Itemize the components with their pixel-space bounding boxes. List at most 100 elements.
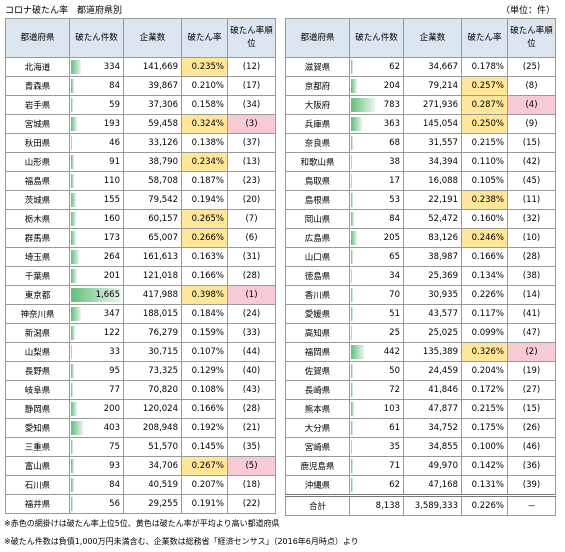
cell-text: 高知県 (304, 329, 331, 339)
row: 香川県 70 30,935 0.226% (14) (285, 285, 556, 305)
cell: 77 (69, 380, 124, 400)
row: 滋賀県 62 34,667 0.178% (25) (285, 57, 556, 77)
data-bar (71, 269, 78, 283)
cell: (15) (507, 133, 556, 153)
data-bar (71, 136, 73, 150)
data-bar (351, 345, 365, 359)
cell-text: 鳥取県 (304, 177, 331, 187)
cell-text: 61 (389, 423, 400, 433)
cell: 0.267% (181, 456, 228, 476)
data-bar (351, 440, 353, 454)
cell-text: 沖縄県 (304, 481, 331, 491)
cell: 24,459 (403, 361, 462, 381)
cell: 新潟県 (5, 323, 70, 343)
cell-text: 0.166% (471, 252, 504, 262)
cell-text: 110 (103, 176, 120, 186)
cell: 49,970 (403, 456, 462, 476)
cell-text: 0.166% (191, 271, 224, 281)
cell: 51 (349, 304, 404, 324)
cell: (32) (507, 209, 556, 229)
cell-text: 34,752 (428, 423, 458, 433)
cell: 0.184% (181, 304, 228, 324)
row: 京都府 204 79,214 0.257% (8) (285, 76, 556, 96)
cell: (38) (507, 266, 556, 286)
cell-text: 34,667 (428, 62, 458, 72)
cell: 84 (69, 475, 124, 495)
cell: 173 (69, 228, 124, 248)
row: 和歌山県 38 34,394 0.110% (42) (285, 152, 556, 172)
cell-text: 1,665 (95, 290, 120, 300)
header-row: 都道府県 破たん件数 企業数 破たん率 破たん率順位 (285, 18, 556, 58)
cell-text: 83,126 (428, 233, 458, 243)
cell-text: 40,519 (148, 480, 178, 490)
cell-text: (37) (242, 138, 261, 148)
row: 長崎県 72 41,846 0.172% (27) (285, 380, 556, 400)
cell: 34,706 (123, 456, 182, 476)
row: 福井県 56 29,255 0.191% (22) (5, 494, 276, 514)
row: 佐賀県 50 24,459 0.204% (19) (285, 361, 556, 381)
cell: 38 (349, 152, 404, 172)
data-bar (71, 497, 73, 511)
cell: (44) (227, 342, 276, 362)
cell-text: (14) (522, 290, 541, 300)
cell: (8) (507, 76, 556, 96)
cell: 千葉県 (5, 266, 70, 286)
cell-text: 84 (109, 480, 120, 490)
cell: 30,715 (123, 342, 182, 362)
data-bar (71, 383, 74, 397)
cell-text: (9) (525, 119, 538, 129)
cell-text: (43) (242, 385, 261, 395)
cell-text: 0.158% (191, 100, 224, 110)
cell-text: 0.166% (191, 404, 224, 414)
cell: (4) (507, 95, 556, 115)
row: 三重県 75 51,570 0.145% (35) (5, 437, 276, 457)
cell: 38,987 (403, 247, 462, 267)
cell-text: 0.266% (191, 233, 224, 243)
cell-text: (25) (522, 62, 541, 72)
row: 福岡県 442 135,389 0.326% (2) (285, 342, 556, 362)
cell: 39,867 (123, 76, 182, 96)
cell-text: 73,325 (148, 366, 178, 376)
cell-text: 41,846 (428, 385, 458, 395)
cell: 51,570 (123, 437, 182, 457)
cell-text: (28) (242, 271, 261, 281)
cell-text: 滋賀県 (304, 63, 331, 73)
cell-text: (39) (522, 480, 541, 490)
cell: 41,846 (403, 380, 462, 400)
row: 兵庫県 363 145,054 0.250% (9) (285, 114, 556, 134)
column-header: 破たん率順位 (227, 18, 276, 58)
cell-text: 76,279 (148, 328, 178, 338)
cell-text: 京都府 (304, 82, 331, 92)
cell-text: 兵庫県 (304, 120, 331, 130)
cell: 合計 (285, 494, 350, 516)
data-bar (351, 307, 353, 321)
row: 山口県 65 38,987 0.166% (28) (285, 247, 556, 267)
cell-text: 秋田県 (24, 139, 51, 149)
cell: 愛媛県 (285, 304, 350, 324)
cell-text: (6) (245, 233, 258, 243)
cell: 417,988 (123, 285, 182, 305)
cell: 0.131% (461, 475, 508, 496)
cell: － (507, 494, 556, 516)
cell-text: 0.187% (191, 176, 224, 186)
cell: (23) (227, 171, 276, 191)
cell-text: 31,557 (428, 138, 458, 148)
cell-text: 56 (109, 499, 120, 509)
cell: 宮城県 (5, 114, 70, 134)
cell-text: 39,867 (148, 81, 178, 91)
cell-text: 79,214 (428, 81, 458, 91)
cell: 0.265% (181, 209, 228, 229)
cell-text: － (527, 502, 536, 512)
cell: 68 (349, 133, 404, 153)
cell-text: (47) (522, 328, 541, 338)
cell-text: 43,577 (428, 309, 458, 319)
cell-text: 北海道 (24, 63, 51, 73)
cell-text: (40) (242, 366, 261, 376)
cell: 徳島県 (285, 266, 350, 286)
cell: 34 (349, 266, 404, 286)
row: 愛媛県 51 43,577 0.117% (41) (285, 304, 556, 324)
cell: 山形県 (5, 152, 70, 172)
cell: 271,936 (403, 95, 462, 115)
cell: 0.187% (181, 171, 228, 191)
cell-text: 403 (103, 423, 120, 433)
